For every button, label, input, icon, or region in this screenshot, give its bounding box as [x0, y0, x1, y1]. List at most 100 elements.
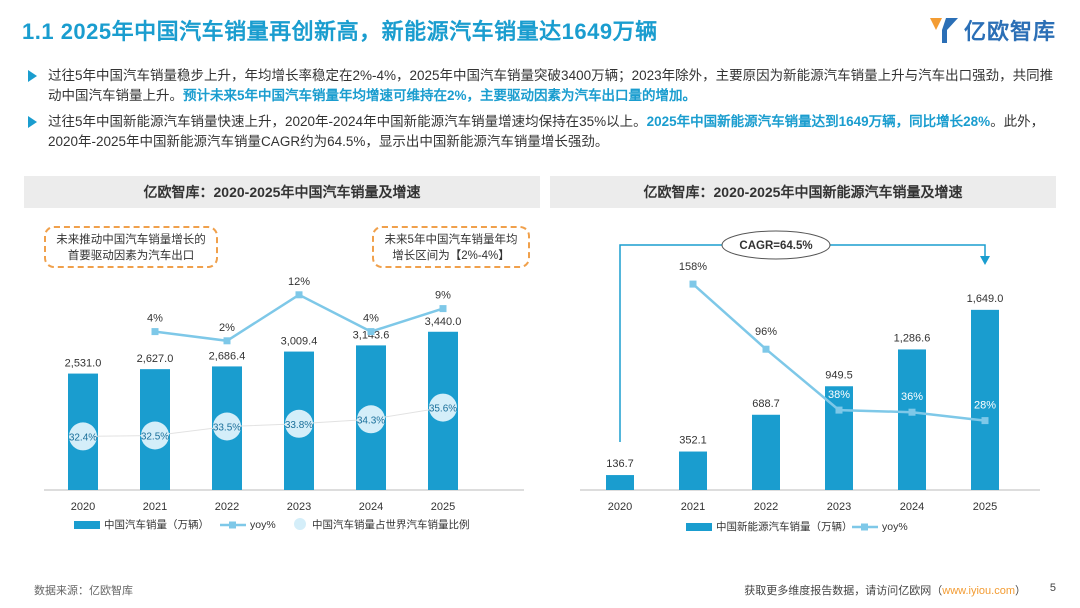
share-bubble-2025	[429, 393, 457, 422]
yoy-point-2023	[295, 291, 303, 299]
bullet-1-text: 过往5年中国汽车销量稳步上升，年均增长率稳定在2%-4%，2025年中国汽车销量…	[48, 68, 1054, 103]
share-bubble-2024	[357, 405, 385, 434]
bar-label-2023: 949.5	[825, 369, 853, 381]
yoy-point-2021	[689, 280, 697, 288]
x-tick-2025: 2025	[431, 501, 455, 513]
more-data-text: 获取更多维度报告数据，请访问亿欧网（	[744, 585, 943, 597]
legend-bar-swatch	[686, 523, 712, 531]
share-label-2021: 32.5%	[141, 432, 169, 443]
yoy-point-2023	[835, 406, 843, 414]
share-label-2022: 33.5%	[213, 423, 241, 434]
yoy-label-2023: 12%	[288, 276, 310, 288]
bar-nev-sales-2024	[898, 349, 926, 490]
bullet-2-tail: 。此外，2020年-2025年中国新能源汽车销量CAGR约为64.5%，显示出中…	[48, 114, 1045, 149]
cagr-label: CAGR=64.5%	[739, 240, 812, 252]
yoy-label-2024: 4%	[363, 313, 379, 325]
bar-label-2024: 3,143.6	[353, 329, 390, 341]
x-tick-2025: 2025	[973, 501, 997, 513]
share-line	[82, 407, 444, 437]
share-bubble-2023	[285, 409, 313, 438]
export-driver-callout: 未来推动中国汽车销量增长的首要驱动因素为汽车出口	[44, 226, 218, 268]
x-tick-2021: 2021	[143, 501, 167, 513]
x-tick-2023: 2023	[287, 501, 311, 513]
logo: 亿欧智库	[928, 14, 1056, 46]
source-note: 数据来源：亿欧智库	[34, 585, 133, 597]
nev-sales-chart: 136.7 2020 352.1 2021 688.7 2022 949.5 2023 1,28…	[580, 230, 1040, 533]
share-bubble-2020	[69, 422, 97, 451]
yoy-label-2024: 36%	[901, 391, 923, 403]
bullet-1: 过往5年中国汽车销量稳步上升，年均增长率稳定在2%-4%，2025年中国汽车销量…	[28, 66, 1058, 106]
bar-nev-sales-2020	[606, 475, 634, 490]
x-tick-2020: 2020	[608, 501, 632, 513]
yoy-point-2022	[223, 337, 231, 345]
x-tick-2020: 2020	[71, 501, 95, 513]
bar-label-2021: 352.1	[679, 435, 707, 447]
bar-label-2025: 3,440.0	[425, 316, 462, 328]
legend-yoy-marker	[229, 521, 236, 529]
yoy-point-2021	[151, 328, 159, 336]
legend-bar-label: 中国汽车销量（万辆）	[104, 518, 209, 531]
legend-share-label: 中国汽车销量占世界汽车销量比例	[312, 518, 470, 531]
page-number: 5	[1049, 582, 1056, 594]
bullet-2-highlight: 2025年中国新能源汽车销量达到1649万辆，同比增长28%	[646, 114, 991, 129]
logo-text: 亿欧智库	[963, 19, 1056, 44]
share-bubble-2022	[213, 412, 241, 441]
bullet-2-text: 过往5年中国新能源汽车销量快速上升，2020年-2024年中国新能源汽车销量增速…	[48, 114, 647, 129]
bar-label-2023: 3,009.4	[281, 336, 318, 348]
left-chart-title: 亿欧智库：2020-2025年中国汽车销量及增速	[24, 176, 540, 208]
yoy-label-2023: 38%	[828, 389, 850, 401]
page-title: 1.1 2025年中国汽车销量再创新高，新能源汽车销量达1649万辆	[22, 19, 658, 44]
x-tick-2021: 2021	[681, 501, 705, 513]
triangle-bullet-icon	[28, 116, 37, 128]
website-link[interactable]: www.iyiou.com	[942, 585, 1015, 597]
yoy-label-2021: 158%	[679, 261, 707, 273]
x-tick-2022: 2022	[215, 501, 239, 513]
bar-label-2022: 2,686.4	[209, 350, 246, 362]
cagr-arrow-icon	[980, 256, 990, 265]
legend-yoy-marker	[861, 523, 868, 531]
bullet-1-highlight: 预计未来5年中国汽车销量年均增速可维持在2%，主要驱动因素为汽车出口量的增加。	[183, 88, 697, 103]
bar-label-2024: 1,286.6	[894, 332, 931, 344]
x-tick-2024: 2024	[900, 501, 924, 513]
yoy-line	[154, 293, 444, 343]
triangle-bullet-icon	[28, 70, 37, 82]
bar-nev-sales-2025	[971, 309, 999, 490]
cagr-ellipse	[721, 230, 831, 260]
yoy-label-2025: 9%	[435, 290, 451, 302]
share-label-2025: 35.6%	[429, 404, 457, 415]
bar-nev-sales-2022	[752, 414, 780, 490]
yoy-point-2025	[981, 417, 989, 425]
share-label-2024: 34.3%	[357, 415, 385, 426]
yoy-label-2022: 2%	[219, 322, 235, 334]
bar-label-2025: 1,649.0	[967, 293, 1004, 305]
growth-range-callout: 未来5年中国汽车销量年均增长区间为【2%-4%】	[372, 226, 530, 268]
bar-label-2022: 688.7	[752, 398, 780, 410]
yoy-point-2022	[762, 345, 770, 353]
yoy-label-2021: 4%	[147, 313, 163, 325]
bar-label-2020: 2,531.0	[65, 358, 102, 370]
x-tick-2024: 2024	[359, 501, 383, 513]
right-chart-title: 亿欧智库：2020-2025年中国新能源汽车销量及增速	[550, 176, 1056, 208]
summary-bullets: 过往5年中国汽车销量稳步上升，年均增长率稳定在2%-4%，2025年中国汽车销量…	[28, 66, 1058, 158]
share-label-2023: 33.8%	[285, 420, 313, 431]
bar-label-2020: 136.7	[606, 458, 634, 470]
logo-icon	[929, 18, 958, 43]
car-sales-chart: 2,531.0 2020 2,627.0 2021 2,686.4 2022 3,009.4…	[44, 276, 524, 531]
bullet-2: 过往5年中国新能源汽车销量快速上升，2020年-2024年中国新能源汽车销量增速…	[28, 112, 1058, 152]
legend-share-swatch	[294, 518, 306, 530]
yoy-point-2025	[439, 305, 447, 313]
legend-yoy-label: yoy%	[882, 521, 908, 533]
more-data-note: 获取更多维度报告数据，请访问亿欧网（www.iyiou.com）	[744, 582, 1026, 598]
more-data-close: ）	[1015, 585, 1026, 597]
yoy-label-2025: 28%	[974, 400, 996, 412]
legend-bar-swatch	[74, 521, 100, 529]
share-label-2020: 32.4%	[69, 432, 97, 443]
bar-label-2021: 2,627.0	[137, 353, 174, 365]
legend-bar-label: 中国新能源汽车销量（万辆）	[716, 520, 853, 533]
yoy-point-2024	[908, 408, 916, 416]
bar-nev-sales-2021	[679, 451, 707, 490]
yoy-point-2024	[367, 328, 375, 336]
legend-yoy-label: yoy%	[250, 519, 276, 531]
x-tick-2022: 2022	[754, 501, 778, 513]
x-tick-2023: 2023	[827, 501, 851, 513]
